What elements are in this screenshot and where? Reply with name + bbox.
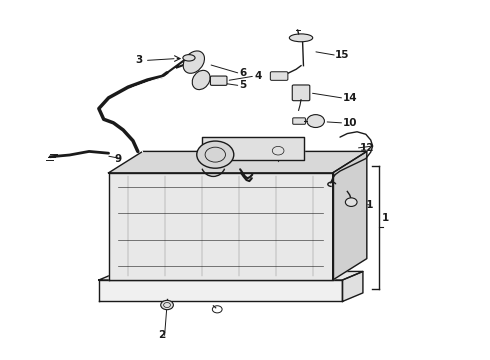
Text: 8: 8 xyxy=(207,164,215,174)
Text: 5: 5 xyxy=(239,80,246,90)
FancyBboxPatch shape xyxy=(270,72,288,80)
FancyBboxPatch shape xyxy=(292,85,310,101)
Circle shape xyxy=(197,141,234,168)
Text: 7: 7 xyxy=(262,182,270,192)
Polygon shape xyxy=(202,137,304,160)
FancyBboxPatch shape xyxy=(210,76,227,85)
Text: 11: 11 xyxy=(360,200,374,210)
Polygon shape xyxy=(99,280,343,301)
Text: 14: 14 xyxy=(343,93,357,103)
Text: 13: 13 xyxy=(254,147,269,157)
Text: 1: 1 xyxy=(381,212,389,222)
Text: 4: 4 xyxy=(255,71,262,81)
Text: 9: 9 xyxy=(115,154,122,163)
Polygon shape xyxy=(109,152,367,173)
Circle shape xyxy=(161,300,173,310)
Ellipse shape xyxy=(289,34,313,42)
Polygon shape xyxy=(333,152,367,280)
Circle shape xyxy=(345,198,357,206)
Text: 10: 10 xyxy=(343,118,357,128)
Text: 3: 3 xyxy=(135,55,143,65)
Polygon shape xyxy=(109,173,333,280)
Text: 6: 6 xyxy=(239,68,246,78)
Circle shape xyxy=(268,143,289,158)
Ellipse shape xyxy=(183,55,195,61)
Circle shape xyxy=(307,114,324,127)
Polygon shape xyxy=(99,271,363,280)
Text: 15: 15 xyxy=(335,50,350,60)
Text: 12: 12 xyxy=(360,143,374,153)
Text: 2: 2 xyxy=(159,330,166,341)
Polygon shape xyxy=(343,271,363,301)
Ellipse shape xyxy=(183,51,204,73)
FancyBboxPatch shape xyxy=(293,118,305,124)
Ellipse shape xyxy=(192,70,210,90)
